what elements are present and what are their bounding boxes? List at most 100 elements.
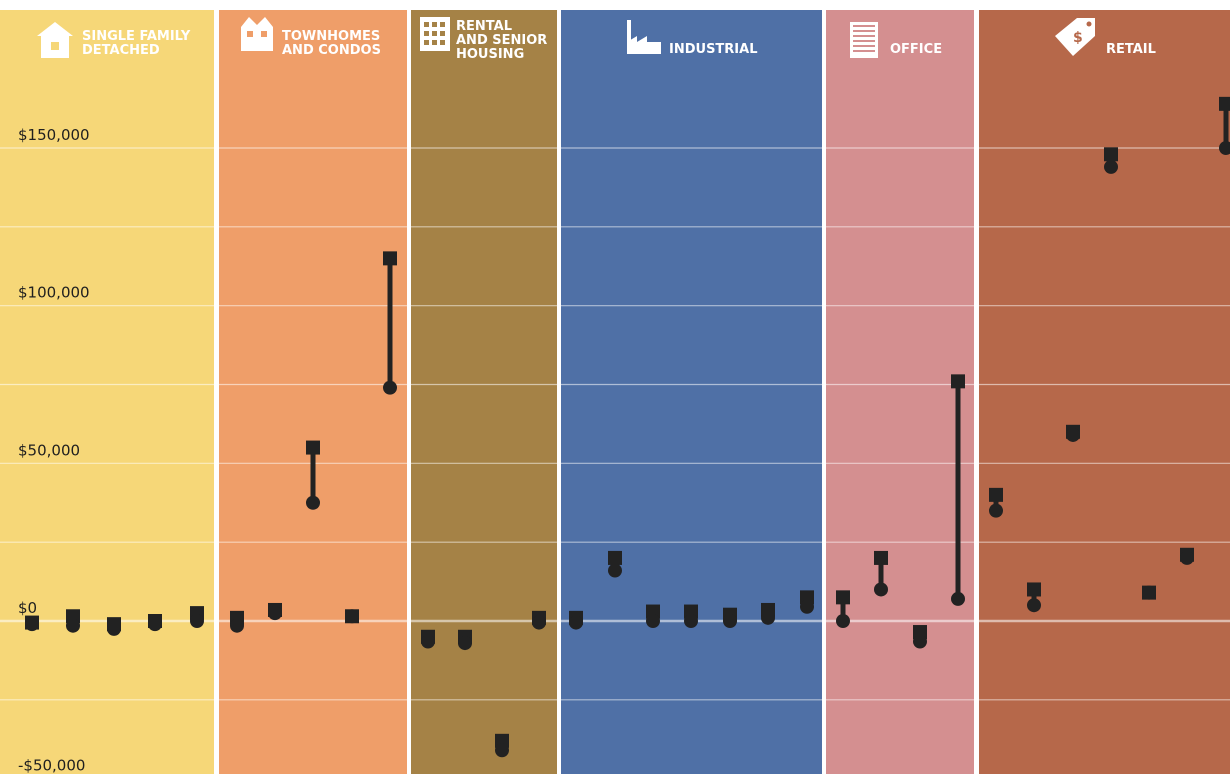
circle-marker: [345, 609, 359, 624]
category-panels: [0, 10, 1230, 774]
factory-chimney: [627, 20, 631, 54]
circle-marker: [1180, 550, 1194, 565]
circle-marker: [383, 380, 397, 395]
category-label: AND SENIOR: [456, 33, 547, 48]
circle-marker: [800, 599, 814, 614]
office-window-row: [853, 45, 875, 47]
square-marker: [1219, 96, 1230, 111]
circle-marker: [306, 495, 320, 510]
square-marker: [836, 590, 850, 605]
category-label: OFFICE: [890, 42, 942, 57]
category-label: DETACHED: [82, 43, 160, 58]
circle-marker: [421, 634, 435, 649]
category-panel: [561, 10, 822, 774]
price-tag-icon: [1055, 18, 1095, 56]
apartment-window: [432, 40, 437, 45]
square-marker: [951, 374, 965, 389]
y-tick-label: -$50,000: [18, 757, 85, 774]
y-tick-label: $100,000: [18, 284, 90, 302]
townhouse-icon: [241, 17, 273, 51]
circle-marker: [532, 615, 546, 630]
circle-marker: [608, 563, 622, 578]
category-label: HOUSING: [456, 47, 524, 62]
category-label: RENTAL: [456, 19, 512, 34]
office-window-row: [853, 35, 875, 37]
circle-marker: [951, 591, 965, 606]
circle-marker: [268, 606, 282, 621]
apartment-window: [432, 31, 437, 36]
square-marker: [874, 550, 888, 565]
office-window-row: [853, 40, 875, 42]
apartment-window: [424, 31, 429, 36]
square-marker: [1104, 147, 1118, 162]
office-window-row: [853, 50, 875, 52]
price-tag-hole: [1086, 21, 1092, 27]
circle-marker: [25, 617, 39, 632]
y-tick-label: $0: [18, 599, 37, 617]
category-panel: [219, 10, 407, 774]
square-marker: [306, 440, 320, 455]
category-panel: [979, 10, 1230, 774]
apartment-window: [432, 22, 437, 27]
circle-marker: [148, 617, 162, 632]
circle-marker: [989, 503, 1003, 518]
circle-marker: [66, 618, 80, 633]
data-marks: [25, 96, 1230, 758]
square-marker: [383, 251, 397, 266]
office-window-row: [853, 30, 875, 32]
y-axis-ticks: $150,000 $100,000 $50,000 $0 -$50,000: [18, 126, 90, 774]
y-tick-label: $150,000: [18, 126, 90, 144]
category-panel: [0, 10, 214, 774]
circle-marker: [1104, 159, 1118, 174]
circle-marker: [684, 614, 698, 628]
category-header: $ RETAIL: [1055, 18, 1156, 57]
y-tick-label: $50,000: [18, 441, 80, 459]
office-window-row: [853, 25, 875, 27]
circle-marker: [723, 614, 737, 628]
circle-marker: [761, 610, 775, 625]
category-header: OFFICE: [850, 22, 942, 58]
category-label: AND CONDOS: [282, 43, 381, 58]
factory-icon: [627, 36, 661, 54]
category-header: INDUSTRIAL: [627, 20, 758, 57]
circle-marker: [230, 618, 244, 633]
category-panel: [826, 10, 974, 774]
gridlines: [0, 147, 1230, 701]
house-icon: [37, 22, 73, 58]
square-marker: [989, 487, 1003, 502]
category-panel: [411, 10, 557, 774]
circle-marker: [836, 614, 850, 628]
category-label: TOWNHOMES: [282, 29, 380, 44]
square-marker: [1027, 582, 1041, 597]
category-label: INDUSTRIAL: [669, 42, 758, 57]
apartment-window: [440, 22, 445, 27]
category-label: RETAIL: [1106, 42, 1156, 57]
category-label: SINGLE FAMILY: [82, 29, 191, 44]
circle-marker: [458, 636, 472, 651]
circle-marker: [874, 582, 888, 597]
circle-marker: [1142, 585, 1156, 600]
circle-marker: [190, 614, 204, 628]
dollar-sign: $: [1073, 30, 1083, 46]
house-window: [51, 42, 59, 50]
circle-marker: [495, 743, 509, 758]
townhouse-window: [247, 31, 253, 37]
circle-marker: [569, 615, 583, 630]
apartment-window: [440, 40, 445, 45]
circle-marker: [1027, 598, 1041, 613]
circle-marker: [107, 621, 121, 636]
townhouse-window: [261, 31, 267, 37]
apartment-window: [424, 40, 429, 45]
apartment-window: [440, 31, 445, 36]
circle-marker: [1219, 141, 1230, 155]
square-marker: [608, 550, 622, 565]
circle-marker: [1066, 427, 1080, 442]
circle-marker: [646, 614, 660, 628]
apartment-window: [424, 22, 429, 27]
circle-marker: [913, 634, 927, 649]
